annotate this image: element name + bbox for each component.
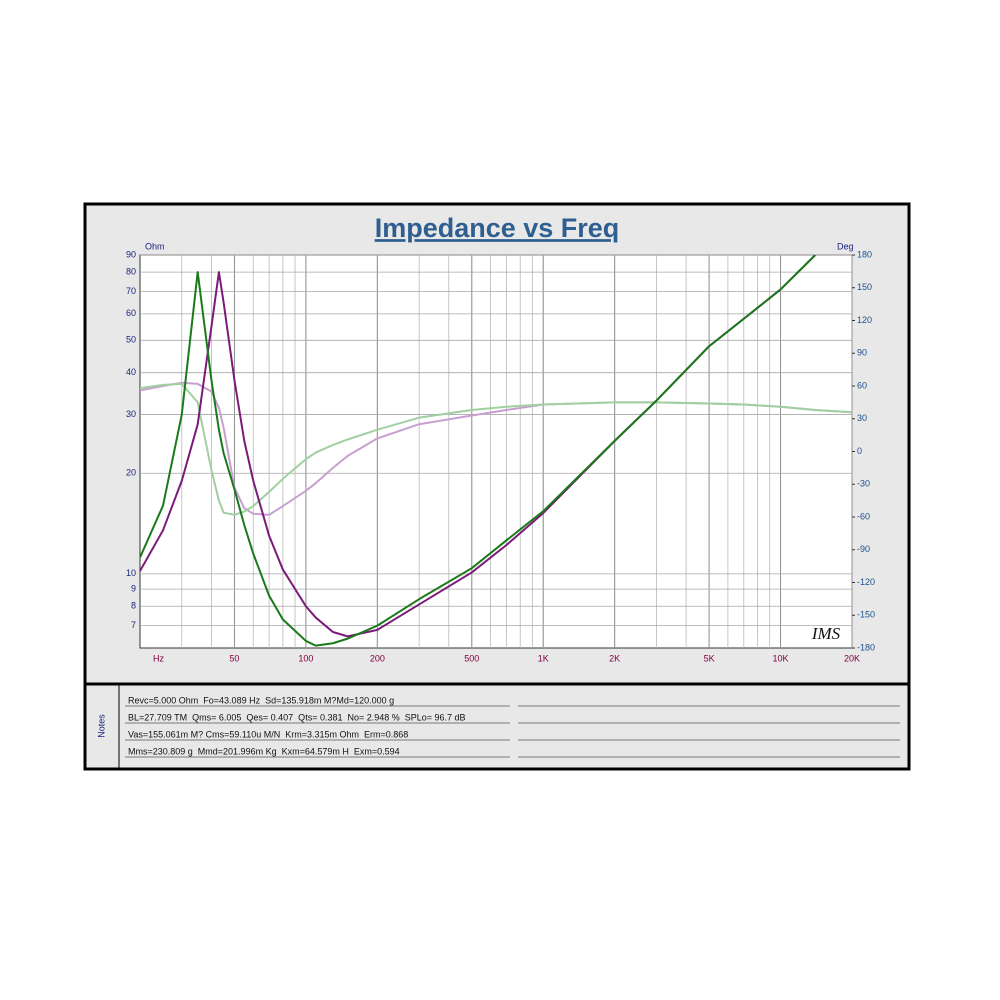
logo: IMS — [811, 624, 841, 643]
notes: Revc=5.000 Ohm Fo=43.089 Hz Sd=135.918m … — [125, 695, 900, 758]
x-tick-label: 500 — [464, 653, 479, 663]
y2-tick-label: 0 — [857, 446, 862, 456]
y-tick-label: 9 — [131, 584, 136, 594]
y2-tick-label: -60 — [857, 511, 870, 521]
y-tick-label: 50 — [126, 335, 136, 345]
y2-tick-label: -180 — [857, 642, 875, 652]
x-tick-label: 100 — [298, 653, 313, 663]
note-line: Revc=5.000 Ohm Fo=43.089 Hz Sd=135.918m … — [128, 695, 394, 705]
y-tick-label: 60 — [126, 308, 136, 318]
y-axis-label: Ohm — [145, 241, 165, 251]
x-tick-label: 50 — [229, 653, 239, 663]
x-tick-label: 20K — [844, 653, 860, 663]
y2-tick-label: 150 — [857, 282, 872, 292]
x-tick-label: 200 — [370, 653, 385, 663]
phase-line — [140, 382, 852, 516]
y-tick-label: 80 — [126, 266, 136, 276]
y2-tick-label: 30 — [857, 413, 867, 423]
y-tick-label: 40 — [126, 367, 136, 377]
x-tick-label: 5K — [704, 653, 715, 663]
x-axis-label: Hz — [153, 653, 164, 663]
y2-tick-label: 90 — [857, 348, 867, 358]
x-tick-label: 10K — [773, 653, 789, 663]
y-tick-label: 8 — [131, 601, 136, 611]
chart-title: Impedance vs Freq — [375, 213, 620, 243]
impedance-line — [140, 255, 816, 647]
y2-tick-label: 180 — [857, 249, 872, 259]
note-line: BL=27.709 TM Qms= 6.005 Qes= 0.407 Qts= … — [128, 712, 466, 722]
y-tick-label: 7 — [131, 620, 136, 630]
curves — [140, 255, 852, 647]
y-tick-label: 10 — [126, 568, 136, 578]
grid: 50 100 200 500 1K 2K 5K 10K 20K 7 8 9 10 20 30 40 50 60 70… — [126, 249, 875, 663]
y-tick-label: 30 — [126, 409, 136, 419]
plot-area — [139, 254, 853, 649]
y2-tick-label: 120 — [857, 315, 872, 325]
notes-label: Notes — [96, 714, 106, 738]
y-tick-label: 90 — [126, 249, 136, 259]
note-line: Mms=230.809 g Mmd=201.996m Kg Kxm=64.579… — [128, 746, 400, 756]
y2-tick-label: -150 — [857, 610, 875, 620]
x-tick-label: 1K — [538, 653, 549, 663]
note-line: Vas=155.061m M? Cms=59.110u M/N Krm=3.31… — [128, 729, 408, 739]
y2-axis-label: Deg — [837, 241, 854, 251]
y-tick-label: 20 — [126, 468, 136, 478]
y-tick-label: 70 — [126, 286, 136, 296]
y2-tick-label: 60 — [857, 380, 867, 390]
x-tick-label: 2K — [609, 653, 620, 663]
y2-tick-label: -30 — [857, 479, 870, 489]
y2-tick-label: -120 — [857, 577, 875, 587]
y2-tick-label: -90 — [857, 544, 870, 554]
